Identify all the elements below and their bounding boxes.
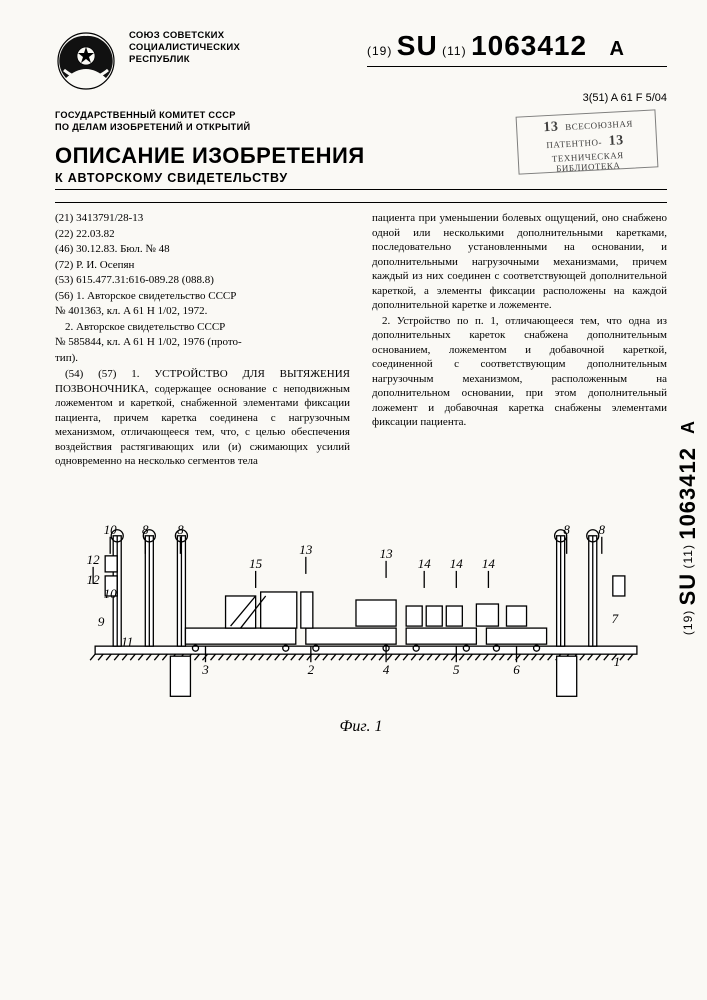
code-19: (19) [367, 42, 392, 58]
stamp-line2: ПАТЕНТНО- [546, 137, 602, 150]
svg-text:10: 10 [104, 586, 118, 601]
right-column: пациента при уменьшении болевых ощущений… [372, 211, 667, 470]
ipc-prefix: 3(51) [583, 92, 609, 104]
library-stamp: 13 ВСЕСОЮЗНАЯ ПАТЕНТНО- 13 ТЕХНИЧЕСКАЯ Б… [516, 109, 659, 174]
stamp-line1: ВСЕСОЮЗНАЯ [565, 119, 633, 133]
field-21: (21) 3413791/28-13 [55, 211, 350, 226]
stamp-13-left: 13 [543, 119, 559, 137]
publication-code-block: (19) SU (11) 1063412 A [367, 30, 667, 73]
side-su: SU [675, 573, 700, 606]
abstract-2: пациента при уменьшении болевых ощущений… [372, 211, 667, 313]
svg-text:8: 8 [177, 522, 184, 537]
figure-caption: Фиг. 1 [55, 718, 667, 736]
svg-text:14: 14 [450, 556, 464, 571]
state-emblem [55, 30, 117, 92]
svg-text:14: 14 [482, 556, 496, 571]
field-22: (22) 22.03.82 [55, 227, 350, 242]
svg-text:8: 8 [599, 522, 606, 537]
field-56b: № 401363, кл. A 61 H 1/02, 1972. [55, 304, 350, 319]
side-19: (19) [681, 610, 695, 635]
title-row: ОПИСАНИЕ ИЗОБРЕТЕНИЯ К АВТОРСКОМУ СВИДЕТ… [55, 143, 667, 185]
side-publication-code: (19) SU (11) 1063412 A [675, 420, 701, 635]
field-72: (72) Р. И. Осепян [55, 258, 350, 273]
text-columns: (21) 3413791/28-13 (22) 22.03.82 (46) 30… [55, 211, 667, 470]
header-underline [367, 66, 667, 67]
svg-text:12: 12 [87, 552, 101, 567]
svg-text:3: 3 [201, 662, 209, 677]
figure-1: 1088151313141414881212109117324561 [55, 486, 667, 716]
field-56e: тип). [55, 351, 350, 366]
svg-text:11: 11 [121, 634, 133, 649]
svg-text:8: 8 [142, 522, 149, 537]
field-53: (53) 615.477.31:616-089.28 (088.8) [55, 273, 350, 288]
field-56c: 2. Авторское свидетельство СССР [55, 320, 350, 335]
svg-text:6: 6 [513, 662, 520, 677]
stamp-13-right: 13 [608, 133, 624, 151]
svg-text:8: 8 [563, 522, 570, 537]
side-a: A [678, 420, 698, 434]
svg-text:7: 7 [612, 611, 619, 626]
svg-text:2: 2 [308, 662, 315, 677]
code-pubnum: 1063412 [471, 30, 587, 61]
field-56a: (56) 1. Авторское свидетельство СССР [55, 289, 350, 304]
svg-text:13: 13 [380, 546, 394, 561]
side-11: (11) [681, 544, 695, 568]
code-a: A [610, 38, 624, 60]
svg-text:1: 1 [614, 654, 621, 669]
field-56d: № 585844, кл. A 61 H 1/02, 1976 (прото- [55, 335, 350, 350]
side-pubnum: 1063412 [675, 447, 700, 540]
title-underline-1 [55, 189, 667, 190]
svg-text:14: 14 [418, 556, 432, 571]
field-46: (46) 30.12.83. Бюл. № 48 [55, 242, 350, 257]
figure-svg: 1088151313141414881212109117324561 [55, 486, 667, 716]
header-row: СОЮЗ СОВЕТСКИХ СОЦИАЛИСТИЧЕСКИХ РЕСПУБЛИ… [55, 30, 667, 92]
emblem-svg [55, 30, 117, 92]
code-11: (11) [442, 42, 466, 58]
svg-text:15: 15 [249, 556, 263, 571]
ipc-code: A 61 F 5/04 [611, 92, 667, 104]
svg-text:4: 4 [383, 662, 390, 677]
page-root: СОЮЗ СОВЕТСКИХ СОЦИАЛИСТИЧЕСКИХ РЕСПУБЛИ… [0, 0, 707, 1000]
svg-text:13: 13 [299, 542, 313, 557]
ipc-line: 3(51) A 61 F 5/04 [55, 92, 667, 104]
abstract-1: (54) (57) 1. УСТРОЙСТВО ДЛЯ ВЫТЯЖЕНИЯ ПО… [55, 367, 350, 469]
code-su: SU [397, 30, 438, 61]
union-text: СОЮЗ СОВЕТСКИХ СОЦИАЛИСТИЧЕСКИХ РЕСПУБЛИ… [129, 30, 355, 66]
title-underline-2 [55, 202, 667, 203]
left-column: (21) 3413791/28-13 (22) 22.03.82 (46) 30… [55, 211, 350, 470]
svg-text:9: 9 [98, 614, 105, 629]
abstract-3: 2. Устройство по п. 1, отличающееся тем,… [372, 314, 667, 430]
svg-text:5: 5 [453, 662, 460, 677]
svg-text:10: 10 [104, 522, 118, 537]
